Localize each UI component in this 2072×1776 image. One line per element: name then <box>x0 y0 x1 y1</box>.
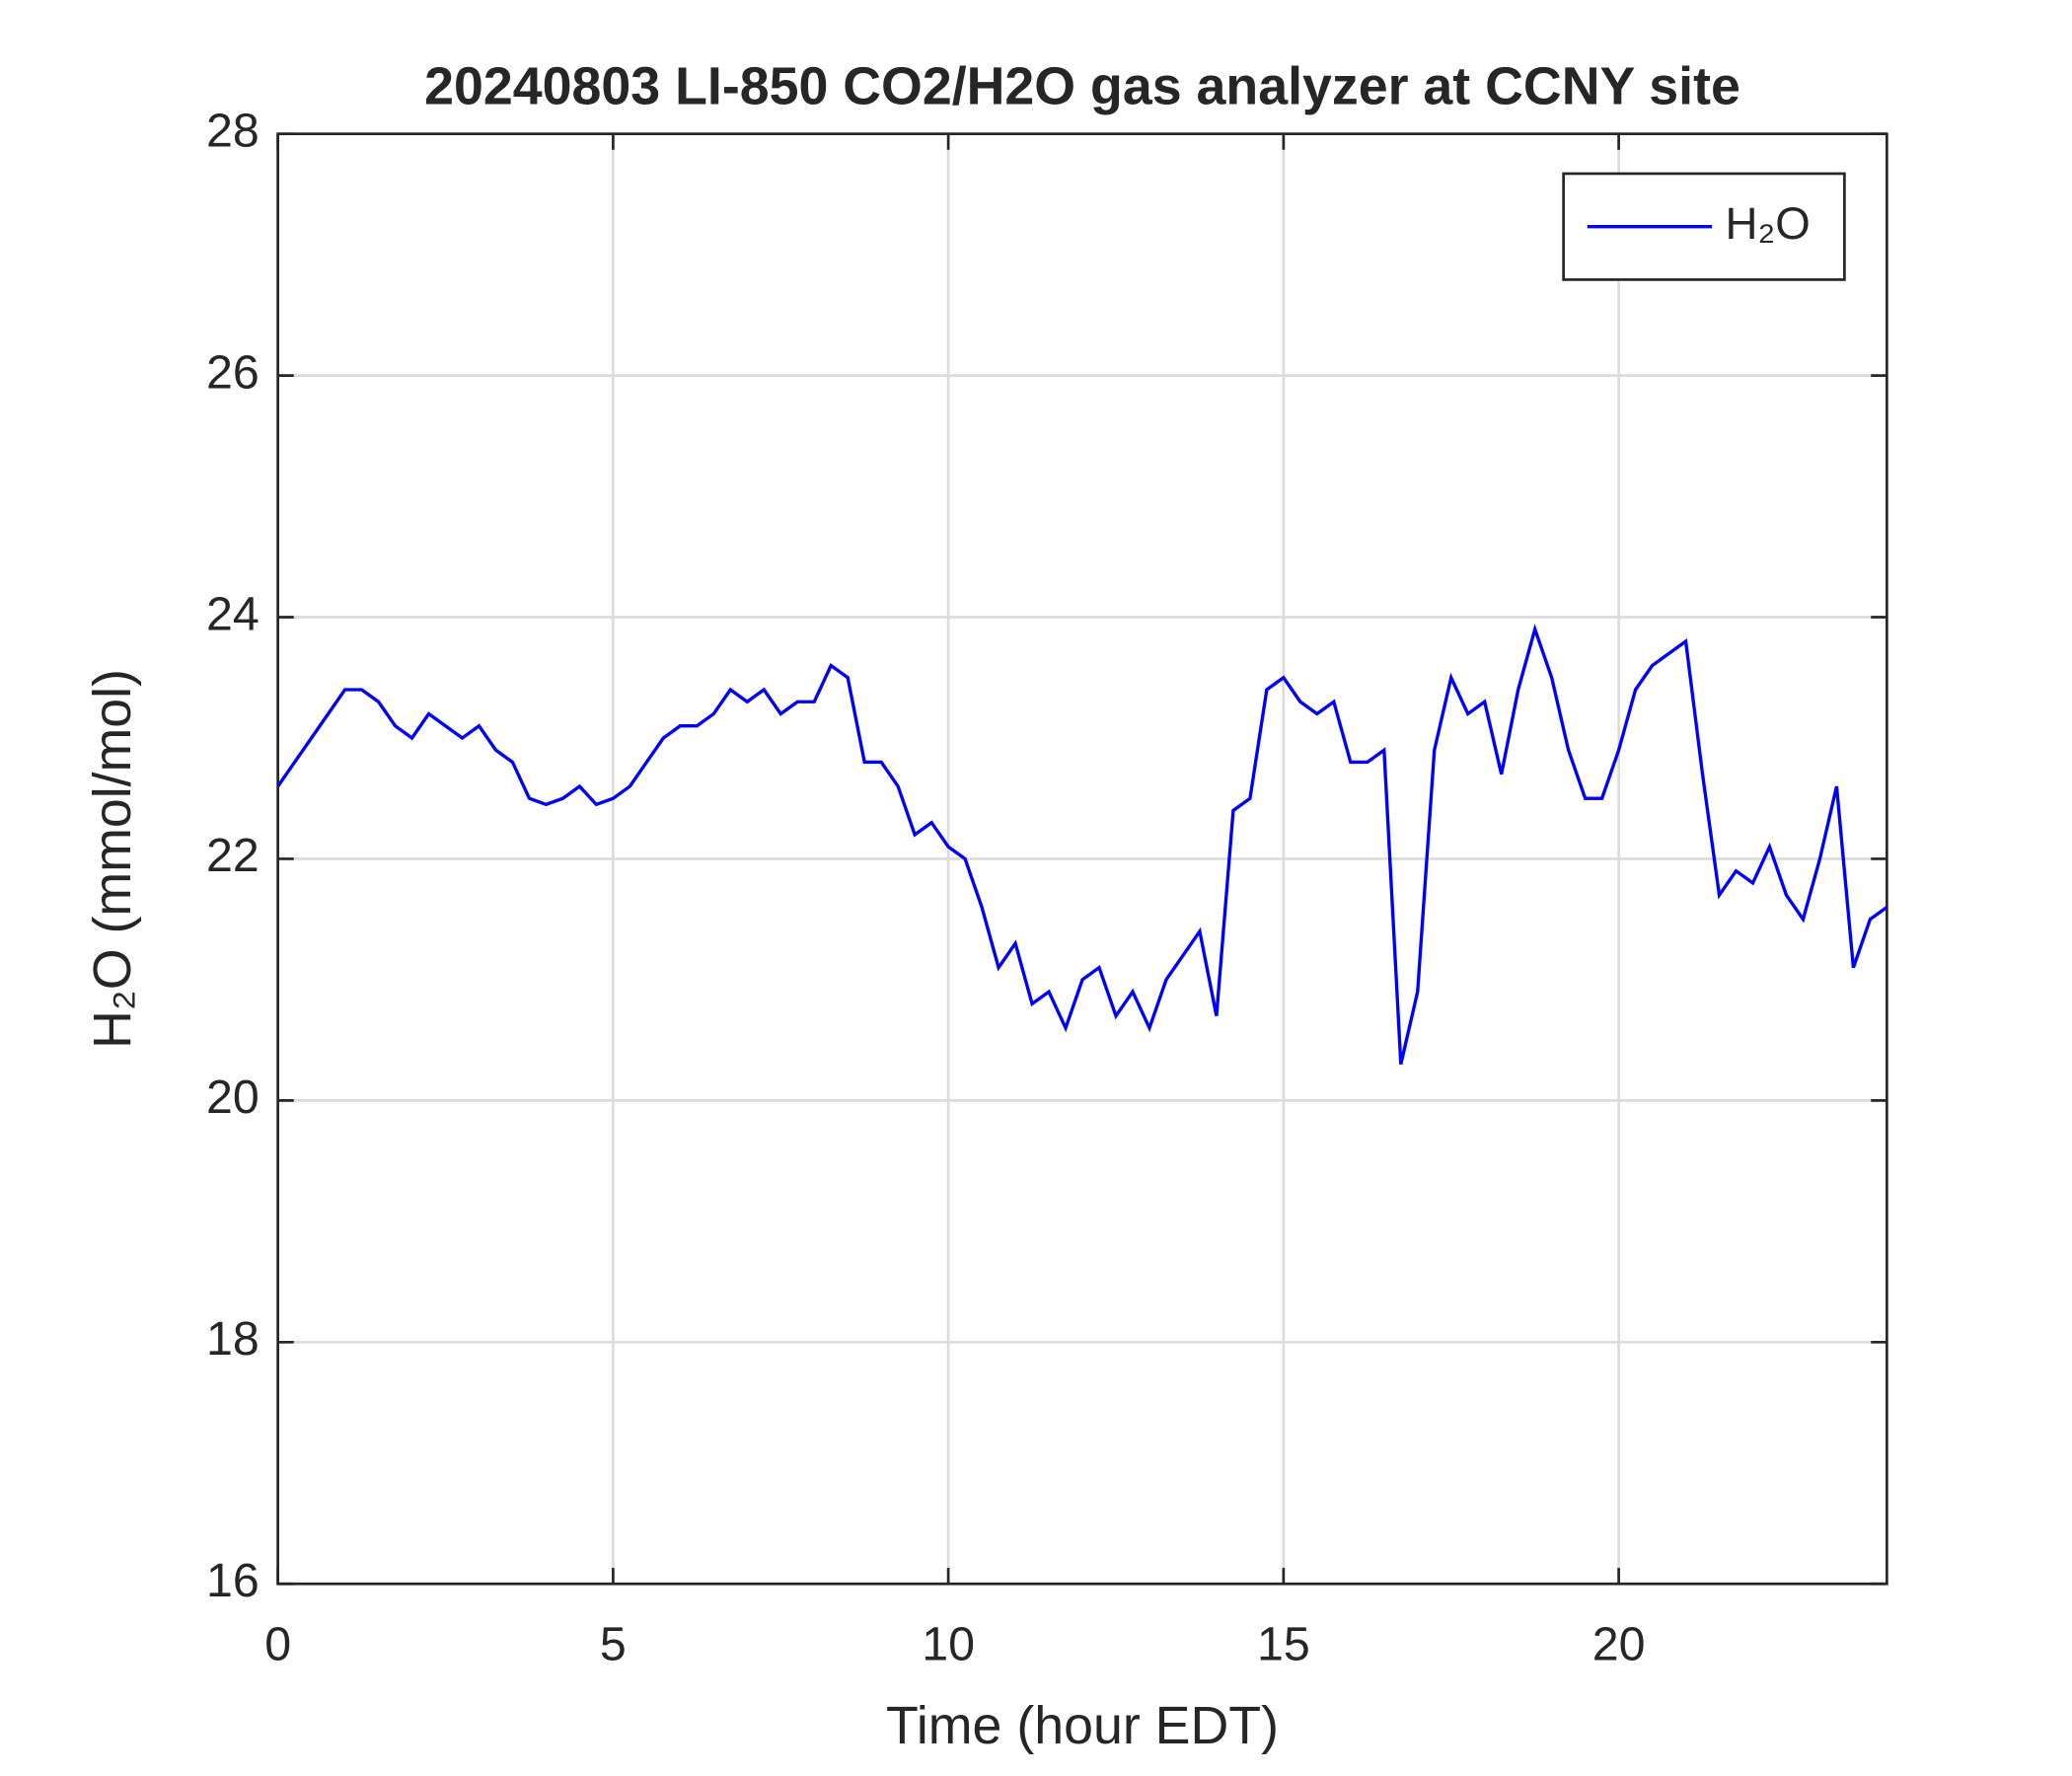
x-tick-label: 5 <box>600 1617 627 1670</box>
x-tick-label: 10 <box>922 1617 975 1670</box>
y-tick-label: 16 <box>206 1554 259 1607</box>
x-tick-label: 20 <box>1592 1617 1646 1670</box>
data-line <box>276 624 1888 1066</box>
y-tick-label: 28 <box>206 104 259 157</box>
legend-label: H₂O <box>1726 198 1811 249</box>
y-tick-label: 22 <box>206 829 259 882</box>
y-tick-label: 18 <box>206 1312 259 1366</box>
y-tick-label: 26 <box>206 345 259 399</box>
chart-title: 20240803 LI-850 CO2/H2O gas analyzer at … <box>424 57 1740 116</box>
y-axis-label: H₂O (mmol/mol) <box>83 669 142 1049</box>
y-tick-label: 20 <box>206 1071 259 1124</box>
background <box>7 0 2065 1776</box>
x-axis-label: Time (hour EDT) <box>886 1696 1279 1755</box>
plot-frame <box>276 132 1888 1586</box>
y-tick-label: 24 <box>206 587 259 640</box>
x-tick-label: 15 <box>1257 1617 1310 1670</box>
x-tick-label: 0 <box>264 1617 291 1670</box>
